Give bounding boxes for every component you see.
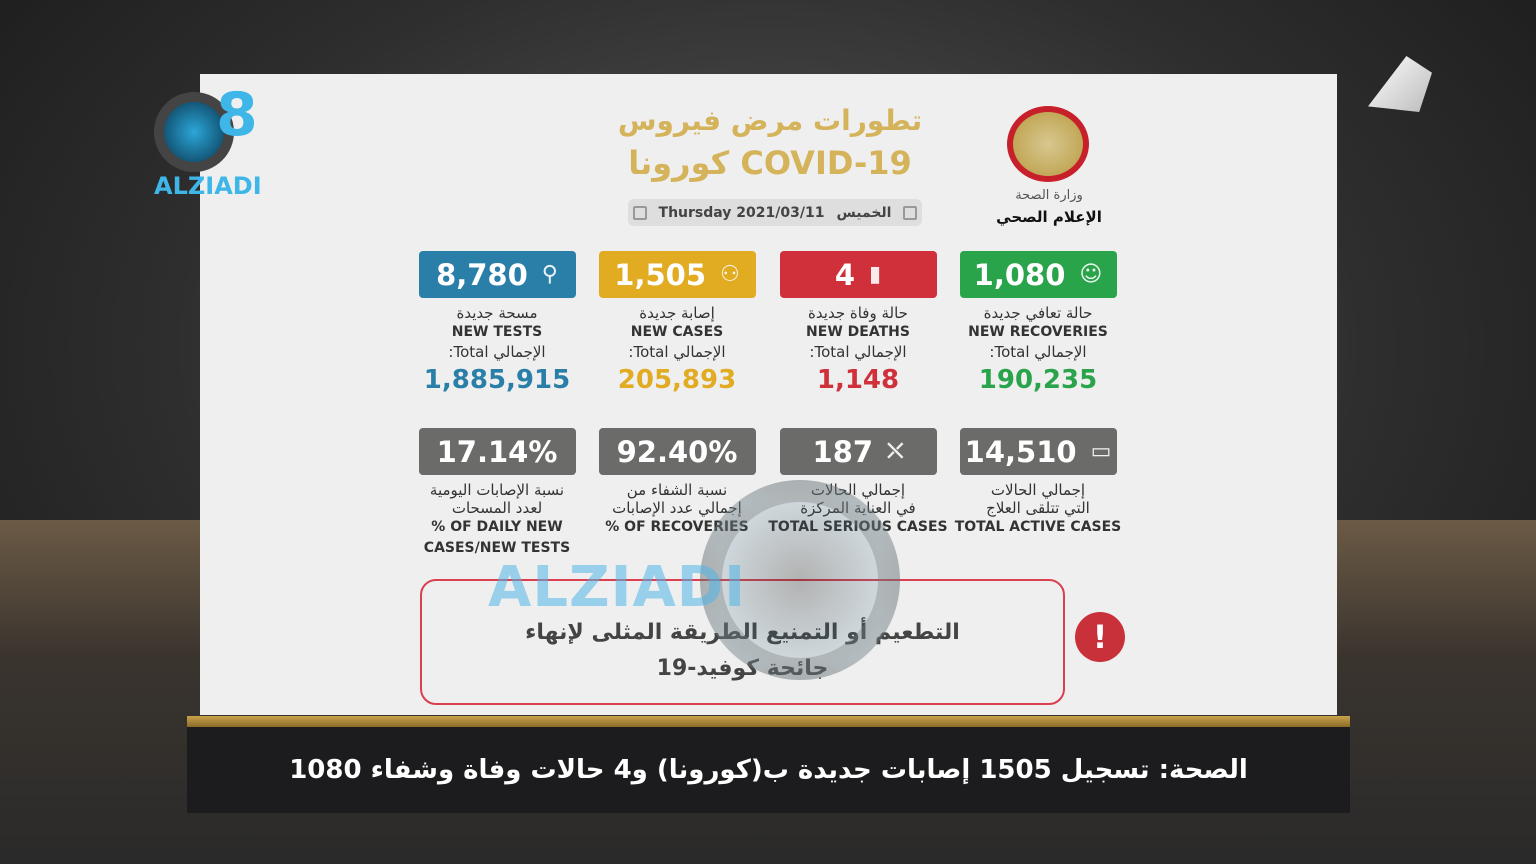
stat-new-recoveries: 1,080 ☺ حالة تعافي جديدة NEW RECOVERIES ا… [943,251,1133,395]
stat-label-en: % OF DAILY NEW CASES/NEW TESTS [423,519,571,556]
stat2-3: 17.14% نسبة الإصابات اليومية لعدد المسحا… [402,428,592,559]
total-label: الإجمالي Total: [989,343,1087,361]
stat-label-ar: إصابة جديدة [639,304,715,322]
stat-value: 92.40% [616,434,738,469]
stat-total: 1,148 [816,365,900,395]
stat-value: 1,080 [973,257,1066,292]
stat-label-en: TOTAL ACTIVE CASES [954,519,1122,535]
stat-new-cases: 1,505 ⚇ إصابة جديدة NEW CASES الإجمالي To… [582,251,772,395]
stat-box: 1,080 ☺ [959,251,1117,298]
stat-box: 187 ⛌ [779,428,937,475]
medical-case-icon: ▭ [1090,439,1112,464]
stat-box: 4 ▮ [779,251,937,298]
total-label: الإجمالي Total: [628,343,726,361]
recovered-person-icon: ☺ [1079,262,1103,287]
stat-value: 4 [834,257,856,292]
ministry-name: وزارة الصحة [1015,188,1083,203]
stat-box: 8,780 ⚲ [418,251,576,298]
warning-icon: ! [1075,612,1125,662]
watermark-lens [700,480,900,680]
title-covid: كورونا COVID-19 [628,144,912,182]
calendar-icon [903,205,918,220]
date-pill: Thursday 2021/03/11 الخميس [628,199,922,226]
stat-label-ar: نسبة الإصابات اليومية [429,481,565,499]
stat-label-ar: نسبة الشفاء من [626,481,728,499]
stat-label-en: NEW RECOVERIES [968,324,1108,340]
total-label: الإجمالي Total: [448,343,546,361]
stat-label-ar2: لعدد المسحات [451,499,543,517]
stat-value: 1,505 [614,257,706,292]
ticker-gold-bar [187,716,1350,727]
stat-value: 17.14% [436,434,558,469]
stat-label-en: NEW CASES [630,324,724,340]
stat-label-ar2: إجمالي عدد الإصابات [612,499,742,517]
stat-total: 190,235 [978,365,1098,395]
title-arabic: تطورات مرض فيروس [617,104,923,137]
stat-label-en: NEW TESTS [451,324,543,340]
kuwait-emblem-icon [1007,106,1089,182]
gravestone-icon: ▮ [869,262,882,287]
stat-label-ar: حالة وفاة جديدة [808,304,908,322]
department-name: الإعلام الصحي [996,208,1102,226]
stat-total: 205,893 [617,365,737,395]
test-tube-icon: ⚲ [541,262,558,287]
lens-icon [154,92,234,172]
hospital-bed-icon: ⛌ [887,439,904,464]
stat-label-ar: مسحة جديدة [456,304,538,322]
stat-label-ar: حالة تعافي جديدة [983,304,1093,322]
stat-new-tests: 8,780 ⚲ مسحة جديدة NEW TESTS الإجمالي Tot… [402,251,592,395]
stat-label-ar: إجمالي الحالات [990,481,1086,499]
stat-value: 14,510 [964,434,1077,469]
stat-box: 92.40% [598,428,756,475]
stat-label-en: NEW DEATHS [806,324,910,340]
stat2-0: 14,510 ▭ إجمالي الحالات التي تتلقى العلاج… [943,428,1133,538]
stat-box: 17.14% [418,428,576,475]
channel-logo [1368,56,1432,112]
stat-value: 8,780 [436,257,528,292]
date-ar: الخميس [836,204,892,221]
calendar-icon [632,205,647,220]
stat-total: 1,885,915 [423,365,571,395]
news-ticker: الصحة: تسجيل 1505 إصابات جديدة ب(كورونا)… [187,727,1350,813]
stat-box: 14,510 ▭ [959,428,1117,475]
date-en: Thursday 2021/03/11 [658,204,825,221]
watermark: ALZIADI [488,555,747,620]
total-label: الإجمالي Total: [809,343,907,361]
stat-box: 1,505 ⚇ [598,251,756,298]
stat-new-deaths: 4 ▮ حالة وفاة جديدة NEW DEATHS الإجمالي T… [763,251,953,395]
stat-value: 187 [812,434,874,469]
people-group-icon: ⚇ [720,262,740,287]
stat-label-ar2: التي تتلقى العلاج [986,499,1090,517]
alziadi-logo: 8 ALZIADI [154,80,262,200]
